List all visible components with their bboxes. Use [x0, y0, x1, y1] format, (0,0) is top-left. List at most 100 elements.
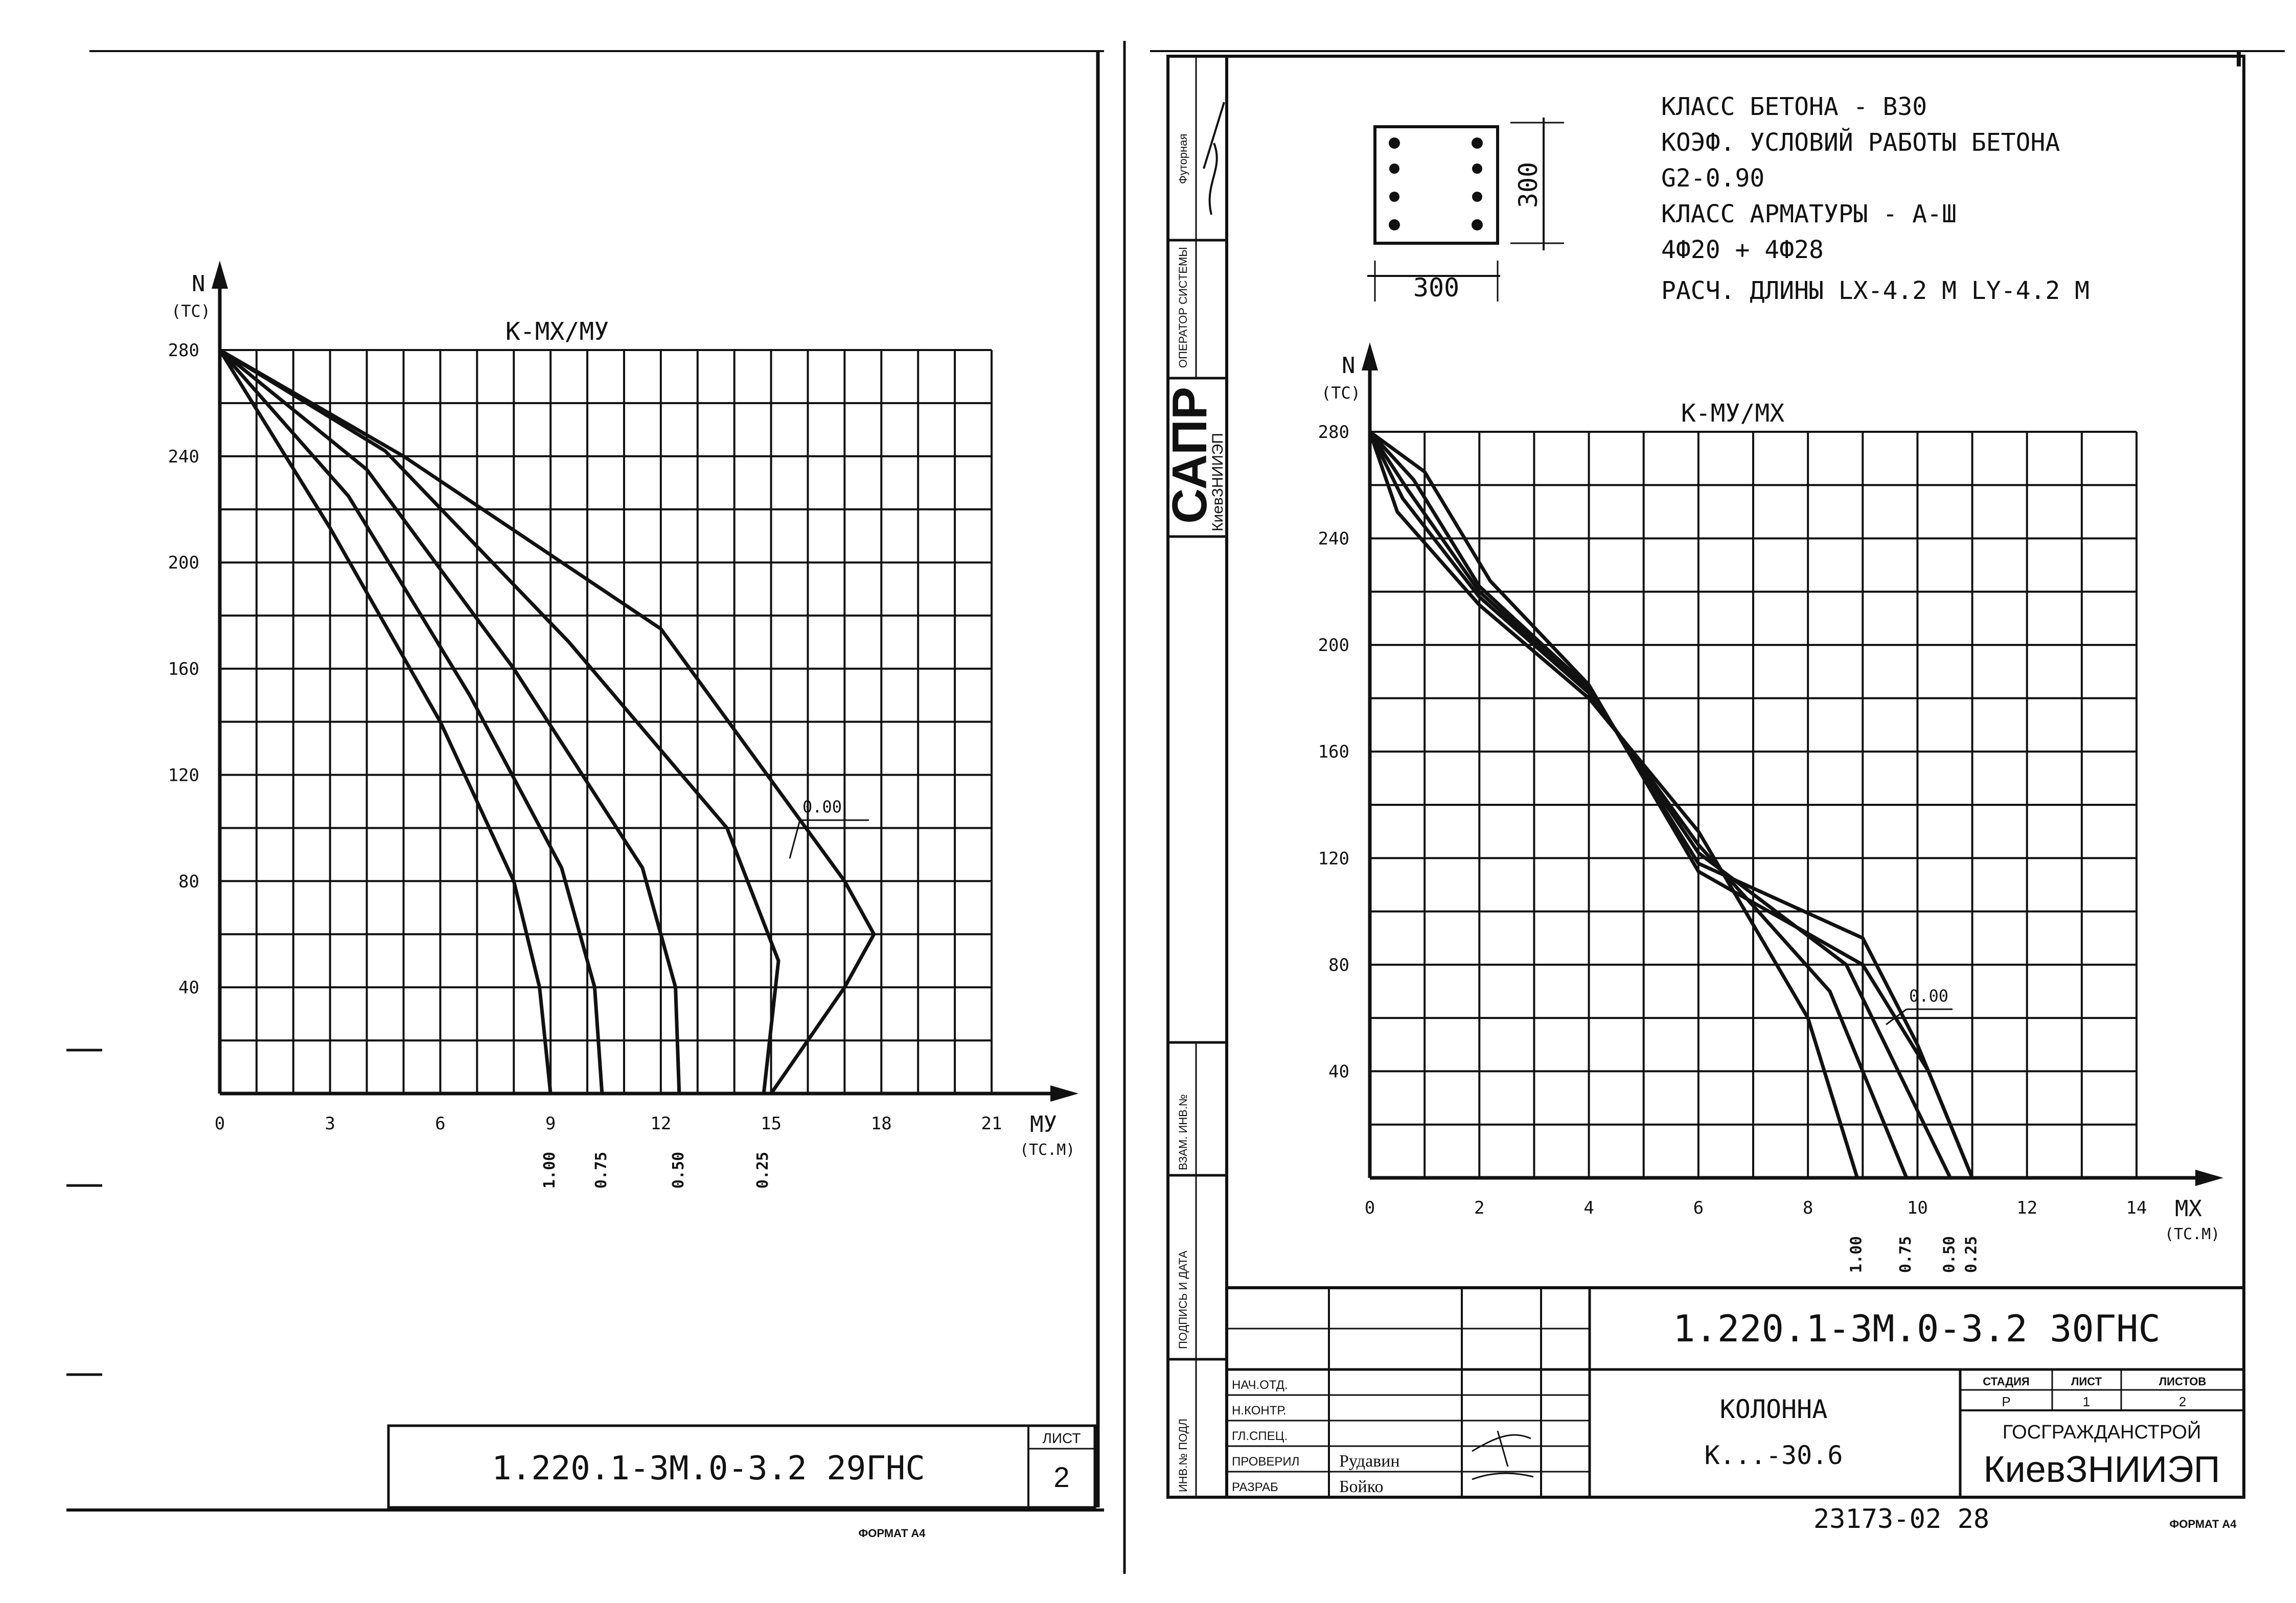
- drawing-title: КОЛОННА: [1720, 1395, 1828, 1424]
- series-line-1.00: [218, 349, 553, 1094]
- x-tick-label: 9: [545, 1113, 556, 1134]
- y-tick-label: 280: [1318, 422, 1349, 443]
- side-stamp-sapr: САПР: [1162, 387, 1217, 524]
- left-interaction-chart: К-МХ/МУN(ТС)МУ(ТС.М)40801201602002402800…: [168, 261, 1078, 1189]
- side-stamp-1: Футорная: [1177, 134, 1189, 184]
- role-label-2: Н.КОНТР.: [1232, 1404, 1287, 1418]
- side-stamp-org: КиевЗНИИЭП: [1209, 433, 1226, 531]
- x-tick-label: 14: [2126, 1198, 2147, 1218]
- x-axis-label: МУ: [1030, 1111, 1057, 1137]
- org-bottom: КиевЗНИИЭП: [1984, 1449, 2220, 1490]
- chart-title: К-МХ/МУ: [506, 317, 609, 346]
- series-line-0.00: [1368, 430, 1974, 1179]
- y-tick-label: 120: [168, 765, 199, 785]
- side-stamps: Футорная ОПЕРАТОР СИСТЕМЫ САПР КиевЗНИИЭ…: [1162, 56, 1227, 1497]
- series-line-0.25: [219, 349, 780, 1094]
- role-label-3: ГЛ.СПЕЦ.: [1232, 1429, 1288, 1443]
- side-stamp-3: ВЗАМ. ИНВ.№: [1177, 1094, 1189, 1170]
- x-tick-label: 6: [1693, 1198, 1704, 1218]
- x-tick-label: 0: [215, 1113, 225, 1134]
- side-stamp-5: ИНВ.№ ПОДЛ: [1177, 1419, 1189, 1492]
- y-axis-arrow: [212, 261, 228, 289]
- section-height-label: 300: [1513, 162, 1543, 208]
- y-tick-label: 80: [178, 871, 199, 892]
- column-cross-section: 300 300: [1367, 118, 1564, 303]
- x-axis-unit: (ТС.М): [2165, 1225, 2220, 1243]
- spec-line-4: КЛАСС АРМАТУРЫ - А-Ш: [1661, 200, 1957, 228]
- right-interaction-chart: К-МУ/МХN(ТС)МХ(ТС.М)40801201602002402800…: [1318, 342, 2223, 1273]
- chart-title: К-МУ/МХ: [1681, 399, 1784, 428]
- checker-name: Рудавин: [1339, 1452, 1400, 1471]
- series-label-1.00: 1.00: [541, 1152, 559, 1189]
- spec-line-2: КОЭФ. УСЛОВИЙ РАБОТЫ БЕТОНА: [1661, 128, 2060, 157]
- right-title-block: [1227, 1286, 2244, 1497]
- y-tick-label: 40: [1328, 1061, 1349, 1082]
- sheets-header: ЛИСТОВ: [2159, 1375, 2206, 1388]
- left-sheet-label: ЛИСТ: [1043, 1430, 1081, 1446]
- x-tick-label: 4: [1583, 1198, 1594, 1218]
- stage-header: СТАДИЯ: [1983, 1375, 2029, 1388]
- spec-line-3: G2-0.90: [1661, 164, 1764, 193]
- section-width-label: 300: [1413, 273, 1459, 303]
- series-line-0.50: [218, 349, 681, 1094]
- annotation-label: 0.00: [802, 797, 842, 817]
- annotation-leader: [789, 820, 801, 859]
- y-axis-arrow: [1362, 342, 1378, 370]
- series-label-0.75: 0.75: [1897, 1236, 1915, 1273]
- y-axis-unit: (ТС): [171, 301, 211, 321]
- left-format-label: ФОРМАТ А4: [858, 1527, 926, 1540]
- y-tick-label: 40: [178, 978, 199, 998]
- x-axis-arrow: [1050, 1085, 1078, 1102]
- left-sheet-frame: [66, 41, 1126, 1574]
- y-tick-label: 240: [1318, 529, 1349, 549]
- right-sheet-frame: [1150, 50, 2285, 1499]
- x-axis-label: МХ: [2175, 1196, 2202, 1222]
- y-tick-label: 280: [168, 340, 199, 361]
- annotation-leader: [1886, 1008, 1907, 1026]
- y-axis-unit: (ТС): [1321, 383, 1361, 403]
- left-stamp-code: 1.220.1-3M.0-3.2 29ГНС: [492, 1450, 925, 1488]
- signature-mark: [1203, 102, 1225, 215]
- series-label-1.00: 1.00: [1848, 1236, 1866, 1273]
- series-label-0.50: 0.50: [1941, 1236, 1959, 1273]
- x-tick-label: 12: [2016, 1198, 2037, 1218]
- x-tick-label: 0: [1365, 1198, 1375, 1218]
- series-line-1.00: [1368, 431, 1859, 1179]
- y-tick-label: 200: [1318, 635, 1349, 656]
- spec-text: КЛАСС БЕТОНА - В30 КОЭФ. УСЛОВИЙ РАБОТЫ …: [1661, 92, 2090, 305]
- y-tick-label: 240: [168, 447, 199, 467]
- author-name: Бойко: [1339, 1477, 1384, 1496]
- y-tick-label: 120: [1318, 848, 1349, 869]
- right-format-label: ФОРМАТ А4: [2169, 1518, 2237, 1530]
- left-sheet-number: 2: [1053, 1461, 1069, 1493]
- sheet-header: ЛИСТ: [2071, 1375, 2102, 1388]
- x-tick-label: 8: [1803, 1198, 1813, 1218]
- right-title-texts: 1.220.1-3М.0-3.2 30ГНС НАЧ.ОТД. Н.КОНТР.…: [1232, 1307, 2237, 1535]
- org-top: ГОСГРАЖДАНСТРОЙ: [2003, 1420, 2201, 1443]
- role-label-4: ПРОВЕРИЛ: [1232, 1455, 1299, 1469]
- rebar-dots: [1389, 137, 1483, 230]
- x-tick-label: 18: [871, 1113, 892, 1134]
- stage-value: Р: [2002, 1394, 2010, 1409]
- x-tick-label: 12: [650, 1113, 671, 1134]
- doc-number: 23173-02 28: [1813, 1504, 1989, 1535]
- spec-line-1: КЛАСС БЕТОНА - В30: [1661, 92, 1927, 121]
- series-label-0.25: 0.25: [1963, 1236, 1981, 1273]
- spec-line-5: 4Ф20 + 4Ф28: [1661, 236, 1824, 264]
- side-stamp-2: ОПЕРАТОР СИСТЕМЫ: [1177, 247, 1189, 368]
- left-title-block: 1.220.1-3M.0-3.2 29ГНС ЛИСТ 2 ФОРМАТ А4: [387, 1424, 1096, 1540]
- series-label-0.25: 0.25: [754, 1152, 772, 1189]
- series-label-0.50: 0.50: [670, 1152, 687, 1189]
- sheets-value: 2: [2179, 1394, 2186, 1409]
- series-line-0.75: [218, 349, 604, 1094]
- y-axis-label: N: [1342, 353, 1356, 379]
- role-label-1: НАЧ.ОТД.: [1232, 1378, 1288, 1392]
- y-tick-label: 80: [1328, 955, 1349, 975]
- right-stamp-code: 1.220.1-3М.0-3.2 30ГНС: [1673, 1307, 2161, 1350]
- x-tick-label: 3: [325, 1113, 335, 1134]
- y-tick-label: 200: [168, 553, 199, 573]
- x-axis-unit: (ТС.М): [1020, 1141, 1075, 1159]
- x-tick-label: 2: [1474, 1198, 1484, 1218]
- column-mark: К...-30.6: [1705, 1441, 1843, 1470]
- spec-line-6: РАСЧ. ДЛИНЫ LX-4.2 М LY-4.2 М: [1661, 276, 2090, 305]
